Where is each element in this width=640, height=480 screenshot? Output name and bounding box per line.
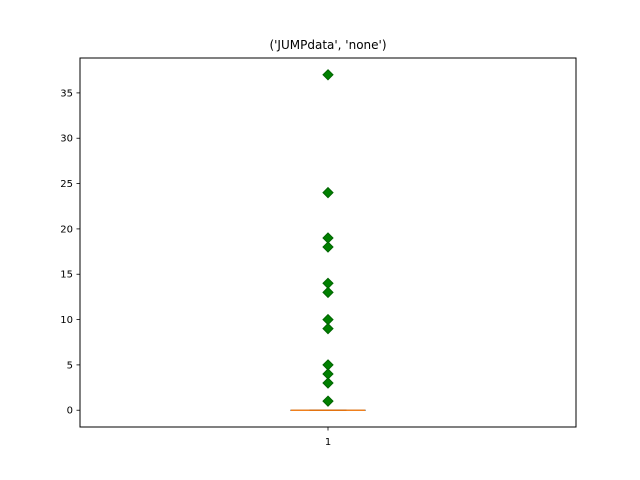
- y-tick-label-5: 25: [60, 179, 73, 190]
- y-tick-label-4: 20: [60, 224, 73, 235]
- y-tick-label-6: 30: [60, 134, 73, 145]
- y-tick-label-3: 15: [60, 270, 73, 281]
- chart-title: ('JUMPdata', 'none'): [269, 38, 386, 52]
- outlier-point-11: [322, 395, 334, 407]
- outlier-point-1: [322, 186, 334, 199]
- outlier-point-10: [322, 377, 334, 389]
- y-tick-label-0: 0: [67, 406, 73, 417]
- outlier-series: [322, 69, 334, 407]
- outlier-point-3: [322, 241, 334, 253]
- outlier-point-5: [322, 286, 334, 299]
- y-axis: 0 5 10 15 20 25 30 35: [60, 88, 80, 417]
- outlier-point-7: [322, 322, 334, 335]
- y-tick-label-7: 35: [60, 88, 73, 99]
- outlier-point-0: [322, 69, 334, 81]
- x-axis: 1: [325, 427, 331, 448]
- x-tick-label-0: 1: [325, 437, 331, 448]
- y-tick-label-2: 10: [60, 315, 73, 326]
- y-tick-label-1: 5: [67, 360, 73, 371]
